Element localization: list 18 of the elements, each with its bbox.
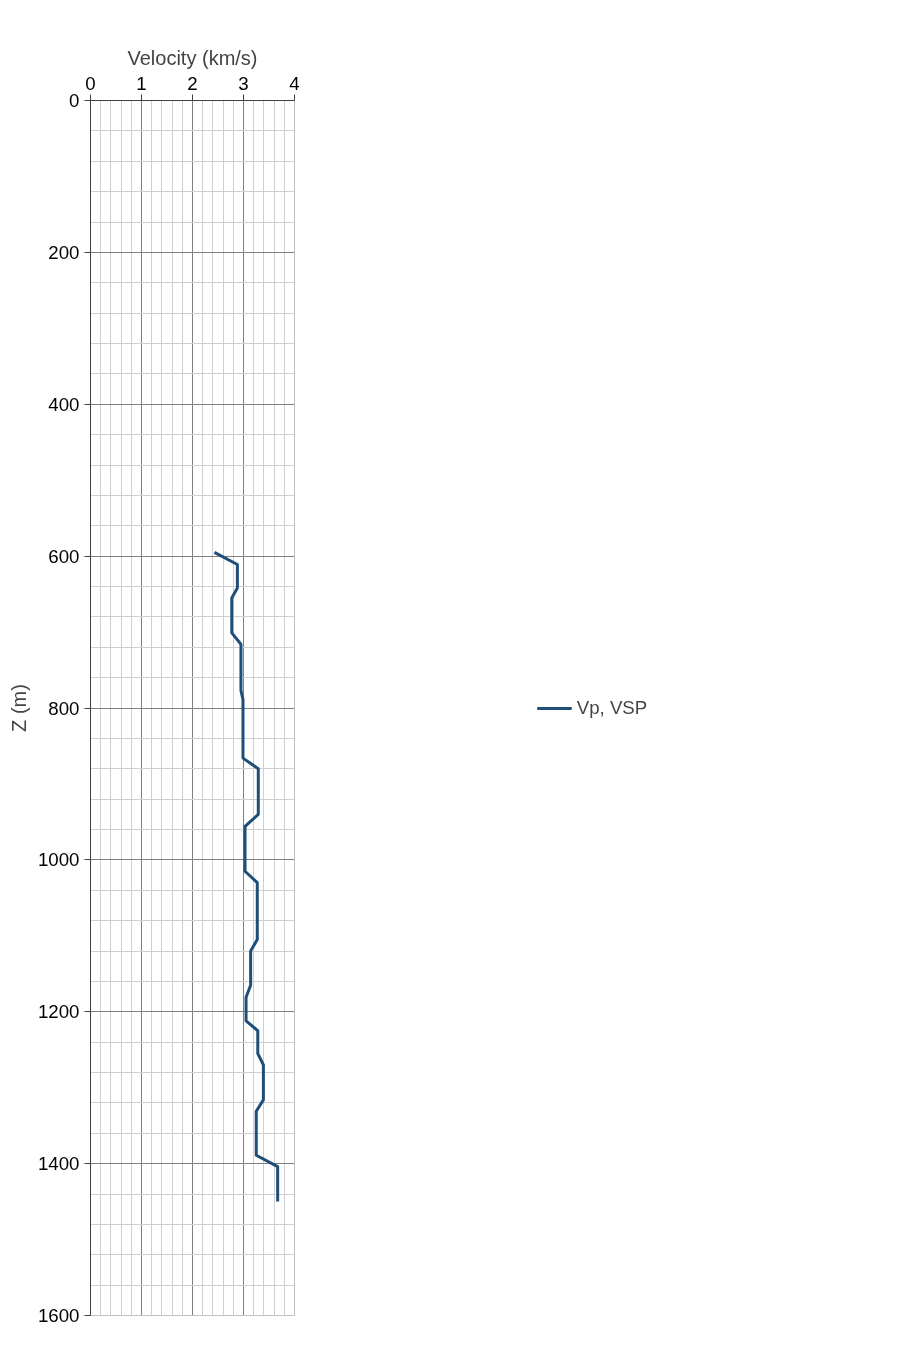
y-tick-label: 400 <box>48 393 80 415</box>
x-tick-label: 1 <box>136 72 147 94</box>
y-tick-label: 0 <box>69 90 80 111</box>
x-axis-title: Velocity (km/s) <box>127 46 258 69</box>
y-tick-label: 800 <box>48 697 80 719</box>
y-tick-label: 1400 <box>38 1153 80 1175</box>
y-tick-label: 1200 <box>38 1001 80 1023</box>
y-tick-label: 600 <box>48 545 80 567</box>
x-tick-label: 2 <box>187 72 198 94</box>
y-tick-label: 1000 <box>38 849 80 871</box>
x-tick-label: 3 <box>238 72 249 94</box>
line-series <box>212 550 280 1204</box>
y-axis-title: Z (m) <box>8 684 30 732</box>
legend-label: Vp, VSP <box>576 696 648 719</box>
y-tick-label: 1600 <box>38 1305 80 1326</box>
y-tick-label: 200 <box>48 241 80 263</box>
x-tick-label: 0 <box>85 72 96 94</box>
x-tick-label: 4 <box>289 72 300 94</box>
